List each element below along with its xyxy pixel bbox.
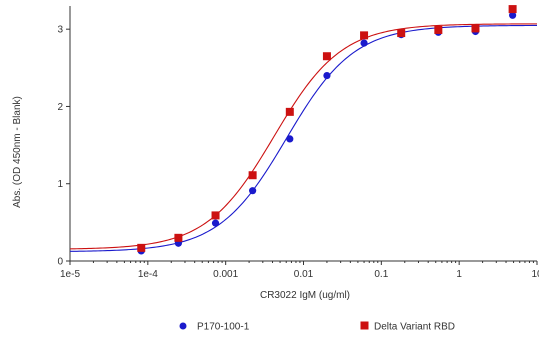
legend-label-delta: Delta Variant RBD [374,322,455,333]
x-tick-label: 1e-4 [138,269,158,280]
x-tick-label: 0.001 [213,269,238,280]
legend-marker-delta [360,321,369,330]
legend-label-p170: P170-100-1 [197,322,250,333]
fit-curve-p170 [69,24,538,252]
y-tick-label: 3 [57,25,63,36]
x-tick-label: 1e-5 [60,269,80,280]
y-tick-label: 1 [57,179,63,190]
data-point-delta [322,52,331,61]
fit-curve-delta [69,23,537,250]
x-tick-label: 0.1 [374,269,388,280]
data-point-delta [248,171,257,180]
fit-curves [69,23,538,252]
data-point-p170 [249,187,257,195]
data-point-delta [285,107,294,116]
data-point-delta [471,24,480,33]
x-tick-label: 1 [456,269,462,280]
data-point-delta [508,5,517,14]
data-point-p170 [360,39,368,47]
y-tick-label: 2 [57,102,63,113]
data-point-p170 [211,219,220,227]
data-point-delta [434,25,443,34]
data-point-p170 [286,135,294,143]
y-tick-label: 0 [57,257,63,268]
y-axis-title: Abs. (OD 450nm - Blank) [12,96,23,208]
x-tick-label: 0.01 [294,269,314,280]
data-points [137,5,517,255]
data-point-delta [211,211,220,220]
data-point-p170 [323,71,331,80]
axes: 1e-5 1e-4 0.001 0.01 0.1 1 10 0 1 2 3 [57,6,539,280]
data-point-delta [360,31,369,40]
data-point-delta [137,243,146,252]
x-tick-label: 10 [531,269,539,280]
data-point-p170 [509,11,517,19]
legend: P170-100-1 Delta Variant RBD [179,321,455,333]
data-point-delta [174,233,183,242]
legend-marker-p170 [179,322,187,330]
data-point-delta [397,29,406,38]
x-axis-title: CR3022 IgM (ug/ml) [260,290,350,301]
